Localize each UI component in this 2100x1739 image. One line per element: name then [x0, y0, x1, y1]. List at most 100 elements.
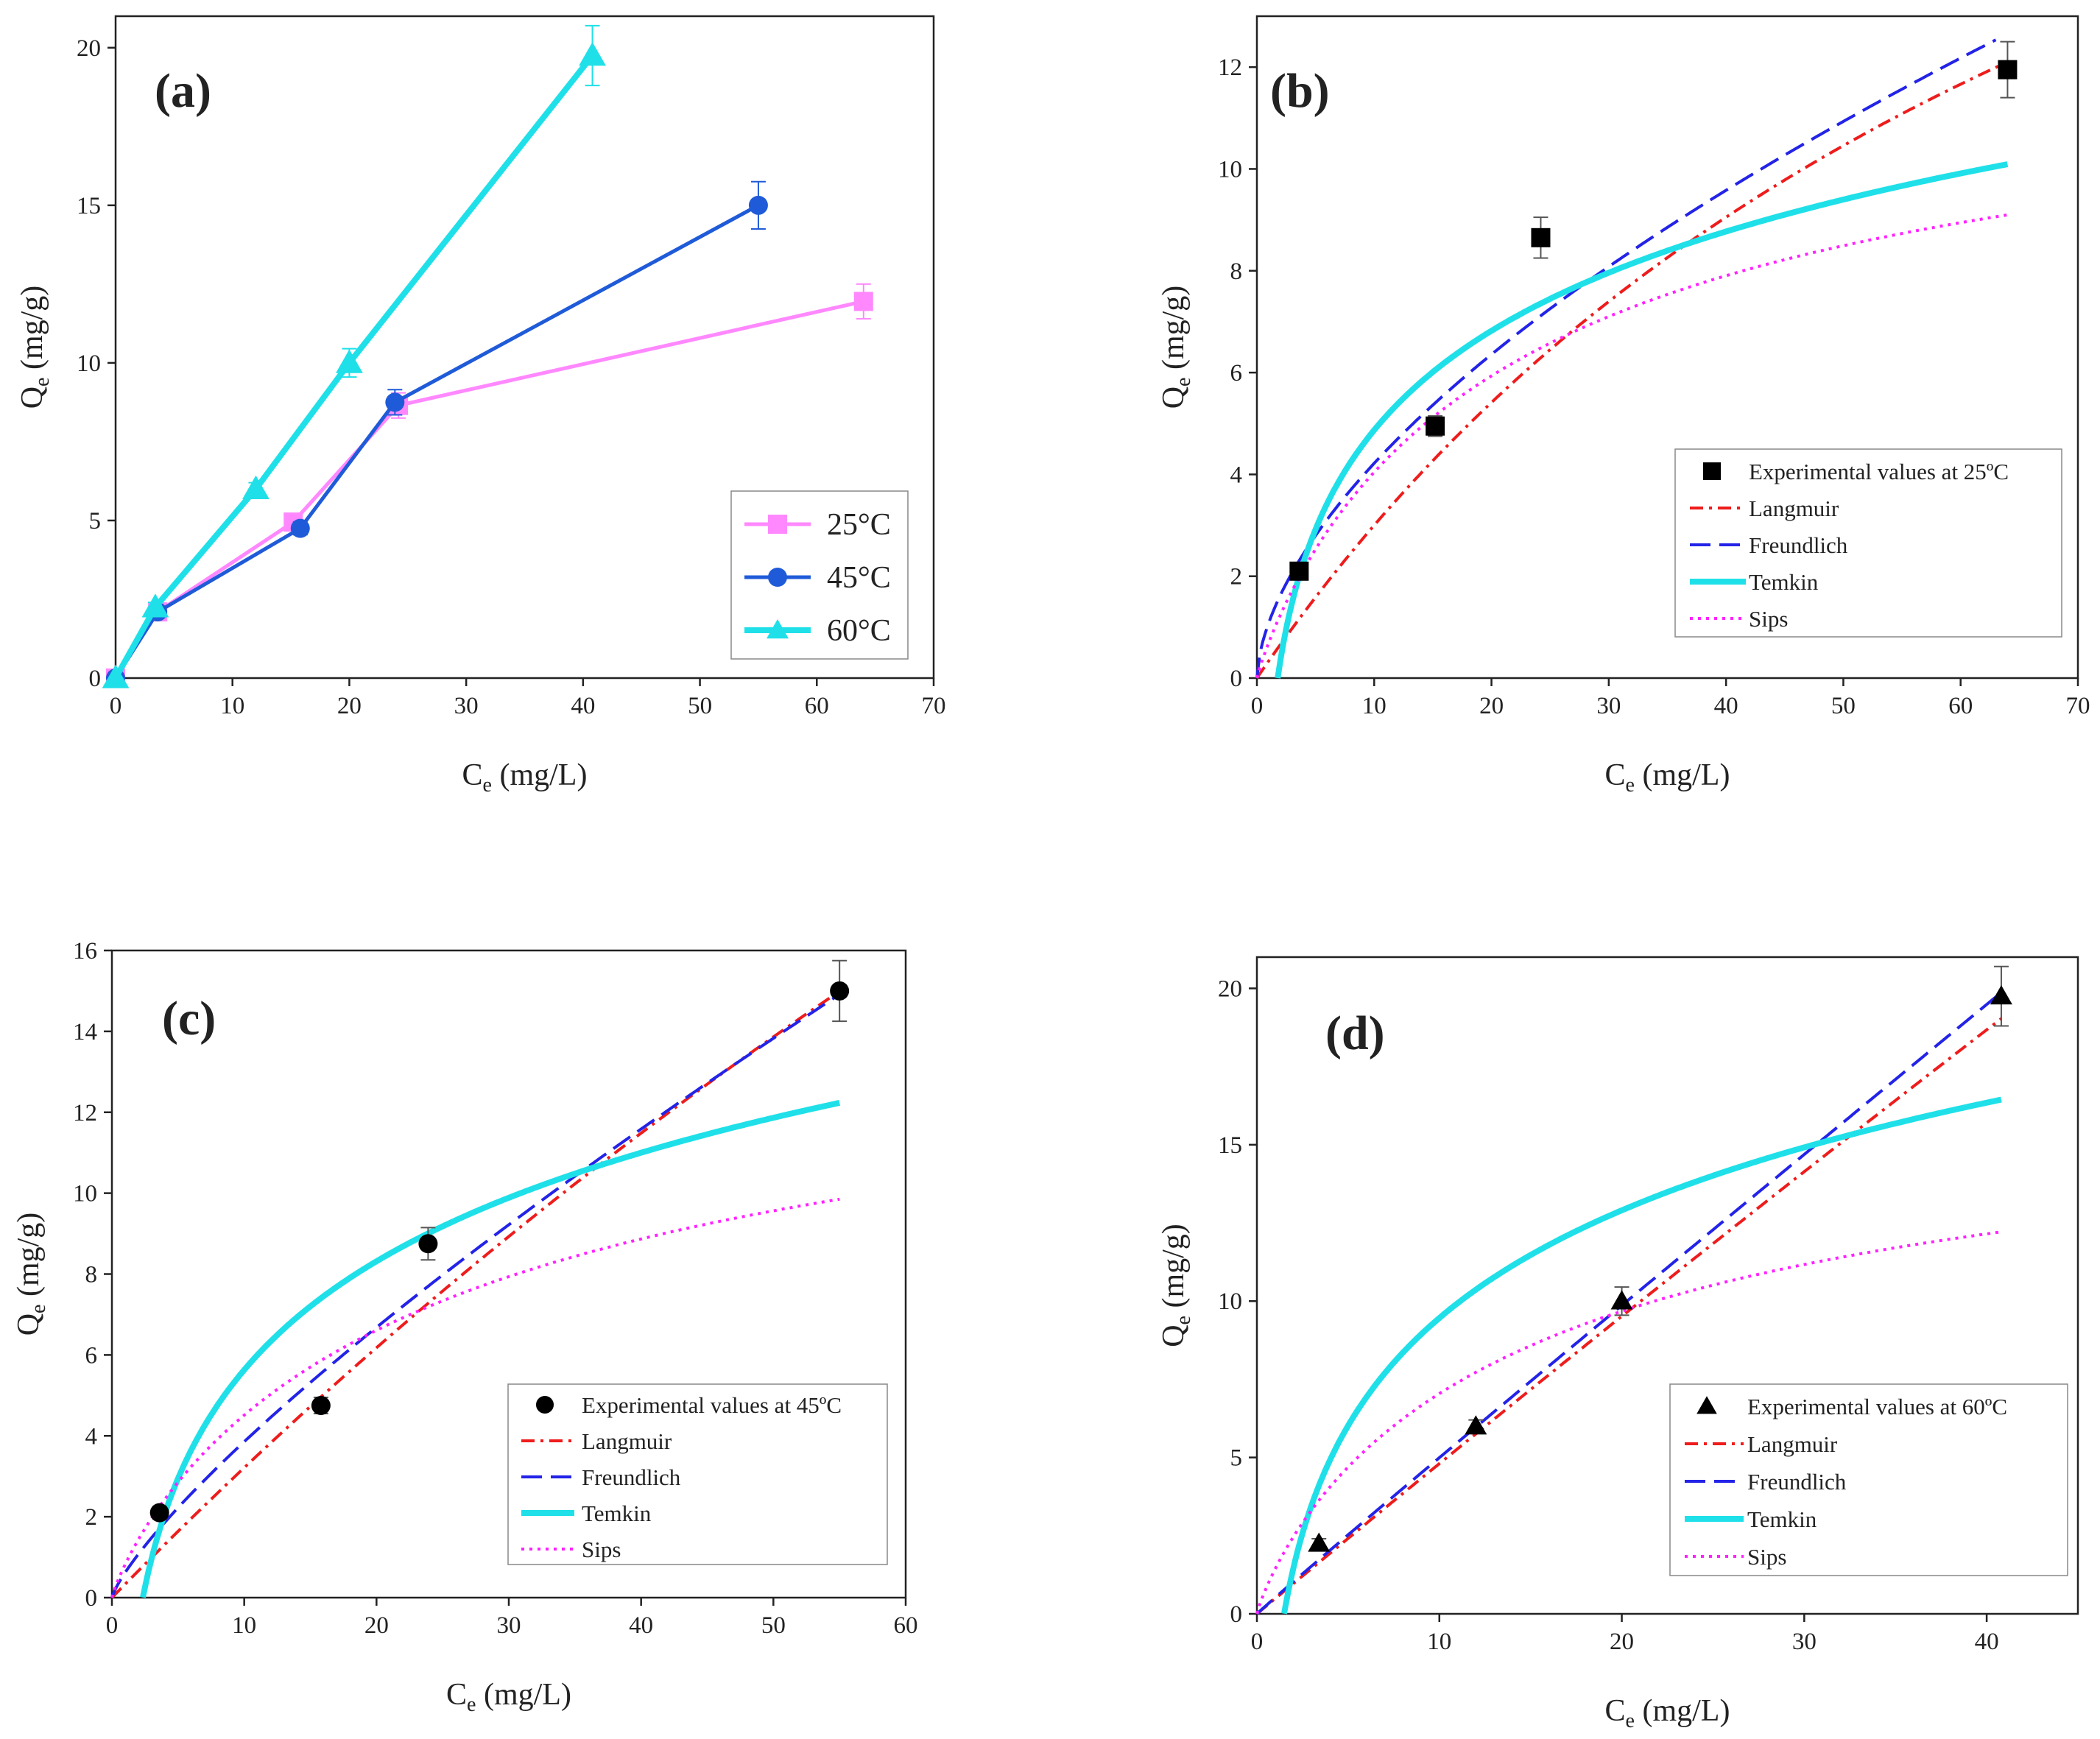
x-tick-label: 70	[922, 693, 946, 719]
y-tick-label: 6	[1230, 360, 1243, 387]
legend-box	[1669, 1383, 2068, 1576]
legend-label: Temkin	[1747, 1506, 1817, 1532]
x-tick-label: 40	[629, 1612, 653, 1639]
model-curve-Freundlich	[1255, 38, 1997, 679]
model-curve-Freundlich	[110, 992, 841, 1598]
legend-label: Temkin	[1749, 569, 1819, 595]
y-tick-label: 4	[85, 1423, 98, 1450]
x-axis-label: Ce (mg/L)	[1605, 758, 1730, 797]
model-curve-Temkin	[1275, 161, 2009, 679]
x-tick-label: 0	[106, 1612, 119, 1639]
plot-frame	[114, 15, 935, 680]
y-tick-label: 15	[77, 193, 101, 219]
legend-box	[507, 1383, 888, 1565]
x-tick-label: 60	[805, 693, 829, 719]
series-line-45°C	[113, 203, 760, 680]
legend-label: Freundlich	[1749, 532, 1848, 558]
legend-label: Sips	[582, 1537, 621, 1562]
panel-label: (c)	[162, 992, 216, 1045]
x-tick-label: 20	[364, 1612, 389, 1639]
legend-label: Freundlich	[1747, 1469, 1847, 1495]
x-tick-label: 20	[1479, 693, 1504, 719]
y-axis-label: Qe (mg/g)	[15, 286, 54, 409]
x-tick-label: 70	[2066, 693, 2090, 719]
x-tick-label: 50	[688, 693, 712, 719]
y-tick-label: 10	[1218, 156, 1242, 183]
legend-marker	[1696, 1396, 1717, 1414]
legend-label: Langmuir	[1747, 1431, 1838, 1457]
legend-marker	[768, 568, 787, 587]
x-tick-label: 20	[1610, 1629, 1634, 1655]
data-point	[141, 593, 169, 618]
legend-label: Temkin	[582, 1500, 652, 1526]
x-axis-label: Ce (mg/L)	[446, 1678, 571, 1716]
y-tick-label: 0	[1230, 666, 1243, 692]
legend-marker	[1703, 462, 1721, 480]
x-axis-label: Ce (mg/L)	[1605, 1694, 1730, 1732]
data-point	[336, 349, 363, 373]
y-axis-label: Qe (mg/g)	[1157, 1224, 1195, 1347]
chart-panel-3: 0 10 20 30 40 50 60 0 2 4 6 8 10 12 14 16 Ce (mg/L) Qe (m…	[12, 938, 918, 1716]
legend-label: 25°C	[827, 508, 891, 542]
x-tick-label: 40	[1975, 1629, 1999, 1655]
x-tick-label: 60	[894, 1612, 918, 1639]
x-tick-label: 0	[1251, 693, 1264, 719]
y-tick-label: 10	[77, 350, 101, 377]
y-tick-label: 12	[1218, 54, 1242, 81]
panel-label: (d)	[1325, 1006, 1385, 1060]
y-tick-label: 5	[89, 508, 102, 535]
legend: Langmuir Freundlich Temkin Sips Experimental…	[1674, 448, 2062, 638]
y-tick-label: 2	[1230, 564, 1243, 590]
y-tick-label: 10	[1218, 1288, 1242, 1315]
y-tick-label: 20	[1218, 976, 1242, 1002]
legend-label: Experimental values at 45ºC	[582, 1392, 842, 1418]
data-point	[1465, 1415, 1487, 1435]
y-tick-label: 8	[85, 1262, 98, 1288]
x-tick-label: 0	[1251, 1629, 1264, 1655]
legend-marker	[536, 1396, 554, 1414]
legend: Langmuir Freundlich Temkin Sips Experimental…	[1669, 1383, 2068, 1576]
data-point	[1426, 416, 1445, 436]
data-point	[1998, 60, 2018, 80]
y-tick-label: 5	[1230, 1445, 1243, 1472]
y-axis-label: Qe (mg/g)	[1157, 286, 1195, 409]
legend: Langmuir Freundlich Temkin Sips Experimental…	[507, 1383, 888, 1565]
chart-panel-2: 0 10 20 30 40 50 60 70 0 2 4 6 8 10 12 Ce (mg/L) Qe (mg/…	[1157, 15, 2090, 797]
legend-label: Langmuir	[582, 1428, 672, 1454]
model-curve-Sips	[1255, 1230, 2002, 1615]
data-point	[242, 475, 269, 499]
x-tick-label: 40	[1714, 693, 1738, 719]
y-tick-label: 0	[1230, 1601, 1243, 1628]
y-tick-label: 15	[1218, 1132, 1242, 1159]
data-point	[1990, 985, 2012, 1005]
data-point	[1610, 1290, 1633, 1310]
data-point	[385, 392, 405, 412]
data-point	[579, 42, 606, 66]
legend-box	[1674, 448, 2062, 638]
model-curve-Langmuir	[1255, 1017, 2003, 1615]
y-axis-label: Qe (mg/g)	[12, 1213, 50, 1336]
legend-label: 45°C	[827, 561, 891, 595]
data-point	[748, 195, 768, 215]
y-tick-label: 16	[73, 938, 97, 964]
chart-panel-4: 0 10 20 30 40 0 5 10 15 20 Ce (mg/L) Qe (mg/g) (d) La…	[1157, 956, 2079, 1732]
data-point	[311, 1396, 331, 1416]
y-tick-label: 8	[1230, 258, 1243, 285]
data-point	[102, 664, 130, 688]
data-point	[853, 292, 873, 311]
panel-label: (a)	[155, 64, 211, 118]
model-curve-Langmuir	[1255, 60, 2009, 680]
y-tick-label: 0	[85, 1585, 98, 1612]
plot-frame	[1255, 956, 2079, 1615]
y-tick-label: 12	[73, 1100, 97, 1126]
x-tick-label: 30	[1596, 693, 1621, 719]
legend: 25°C 45°C 60°C	[730, 490, 909, 660]
y-tick-label: 10	[73, 1181, 97, 1207]
data-point	[1289, 561, 1309, 581]
data-point	[1308, 1532, 1331, 1552]
x-tick-label: 10	[1427, 1629, 1451, 1655]
x-tick-label: 0	[110, 693, 122, 719]
y-tick-label: 20	[77, 35, 101, 62]
y-tick-label: 6	[85, 1342, 98, 1369]
y-tick-label: 4	[1230, 462, 1243, 488]
